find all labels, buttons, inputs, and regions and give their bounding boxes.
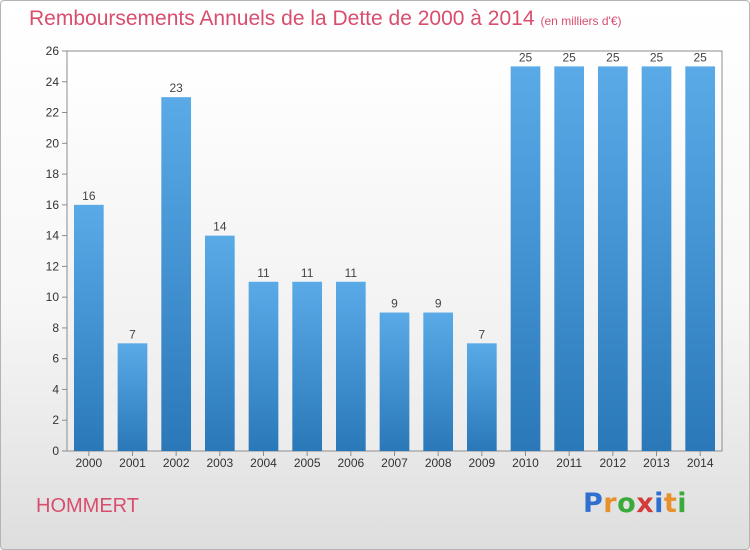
- x-axis: 2000 2001 2002 2003 2004 2005 2006 2007 2008 2009…: [75, 451, 714, 470]
- bar-2000: [73, 204, 104, 451]
- chart-title: Remboursements Annuels de la Dette de 20…: [29, 7, 622, 31]
- x-tick-label: 2013: [643, 456, 670, 470]
- x-tick-label: 2014: [687, 456, 714, 470]
- y-tick-label: 0: [52, 444, 59, 458]
- bar-value-label: 25: [519, 50, 533, 64]
- x-tick-label: 2012: [599, 456, 626, 470]
- y-tick-label: 4: [52, 382, 59, 396]
- bar-2004: [248, 281, 279, 451]
- bar-value-label: 14: [213, 220, 227, 234]
- y-tick-label: 2: [52, 413, 59, 427]
- y-tick-label: 8: [52, 321, 59, 335]
- bar-2010: [510, 66, 541, 451]
- logo-letter: P: [583, 488, 604, 519]
- bar-value-label: 11: [345, 266, 358, 280]
- bar-value-label: 7: [478, 327, 485, 341]
- bar-2014: [685, 66, 716, 451]
- bars-group: 16 7 23 14 11 11 11 9 9 7 25 25 25 25 25: [73, 50, 716, 452]
- x-tick-label: 2005: [294, 456, 321, 470]
- bar-2002: [161, 97, 192, 452]
- y-tick-label: 10: [46, 290, 60, 304]
- logo-letter: x: [636, 488, 655, 519]
- y-tick-label: 26: [46, 44, 60, 58]
- bar-value-label: 23: [169, 81, 183, 95]
- x-tick-label: 2004: [250, 456, 277, 470]
- x-tick-label: 2011: [556, 456, 582, 470]
- bar-value-label: 25: [562, 50, 576, 64]
- bar-value-label: 25: [650, 50, 664, 64]
- bar-value-label: 25: [606, 50, 620, 64]
- bar-2005: [292, 281, 323, 451]
- chart-subtitle: (en milliers d'€): [540, 14, 622, 28]
- x-tick-label: 2002: [163, 456, 190, 470]
- bar-value-label: 16: [82, 189, 96, 203]
- bar-value-label: 9: [391, 297, 398, 311]
- logo-letter: i: [654, 488, 664, 519]
- logo-letter: o: [617, 488, 637, 519]
- y-tick-label: 22: [46, 106, 60, 120]
- logo-letter: r: [603, 488, 618, 519]
- bar-value-label: 11: [301, 266, 314, 280]
- x-tick-label: 2009: [468, 456, 495, 470]
- y-tick-label: 6: [52, 352, 59, 366]
- y-tick-label: 12: [46, 259, 60, 273]
- bar-2007: [379, 312, 410, 451]
- bar-value-label: 7: [129, 327, 136, 341]
- y-tick-label: 14: [46, 229, 60, 243]
- y-tick-label: 18: [46, 167, 60, 181]
- bar-2013: [641, 66, 672, 451]
- bar-2011: [554, 66, 585, 451]
- bar-2012: [597, 66, 628, 451]
- y-tick-label: 24: [46, 75, 60, 89]
- logo-letter: i: [677, 488, 688, 519]
- y-tick-label: 20: [46, 136, 60, 150]
- bar-value-label: 9: [435, 297, 442, 311]
- x-tick-label: 2008: [425, 456, 452, 470]
- logo-letter: t: [663, 488, 678, 519]
- bar-2006: [335, 281, 366, 451]
- bar-2003: [204, 235, 235, 451]
- y-tick-label: 16: [46, 198, 60, 212]
- chart-title-text: Remboursements Annuels de la Dette de 20…: [29, 7, 535, 30]
- proxiti-logo: Proxiti: [583, 488, 687, 519]
- x-tick-label: 2001: [119, 456, 146, 470]
- bar-value-label: 25: [693, 50, 707, 64]
- bar-2008: [423, 312, 454, 451]
- x-tick-label: 2006: [337, 456, 364, 470]
- bar-value-label: 11: [257, 266, 270, 280]
- x-tick-label: 2000: [75, 456, 102, 470]
- bar-2009: [466, 343, 497, 451]
- x-tick-label: 2007: [381, 456, 408, 470]
- x-tick-label: 2010: [512, 456, 539, 470]
- commune-name: HOMMERT: [36, 495, 139, 517]
- x-tick-label: 2003: [206, 456, 233, 470]
- bar-2001: [117, 343, 148, 451]
